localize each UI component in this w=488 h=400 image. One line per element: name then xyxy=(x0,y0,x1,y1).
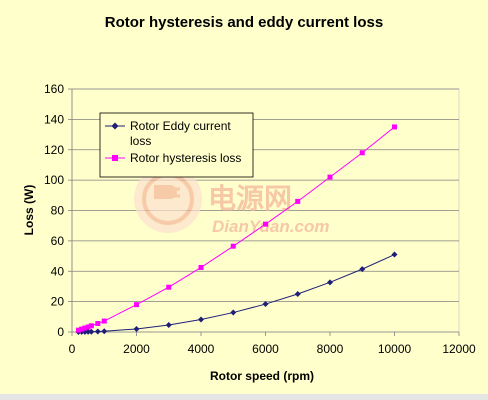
x-tick-label: 10000 xyxy=(378,342,412,356)
x-tick-label: 4000 xyxy=(188,342,215,356)
y-tick-label: 160 xyxy=(44,82,64,96)
data-point-hysteresis xyxy=(359,150,365,156)
data-point-hysteresis xyxy=(79,326,85,332)
data-point-eddy xyxy=(391,251,398,258)
y-tick-label: 0 xyxy=(57,325,64,339)
y-tick-label: 60 xyxy=(51,234,65,248)
data-point-eddy xyxy=(327,279,333,286)
y-tick-label: 120 xyxy=(44,143,64,157)
data-point-eddy xyxy=(262,301,269,308)
data-point-eddy xyxy=(294,291,301,298)
y-tick-label: 100 xyxy=(44,173,64,187)
x-tick-label: 2000 xyxy=(123,342,150,356)
data-point-hysteresis xyxy=(166,284,172,290)
data-point-hysteresis xyxy=(327,174,333,180)
data-point-hysteresis xyxy=(82,325,88,331)
grid-lines xyxy=(72,88,459,303)
data-point-eddy xyxy=(101,328,108,335)
data-point-hysteresis xyxy=(198,264,204,270)
data-point-hysteresis xyxy=(88,323,94,329)
bottom-divider xyxy=(0,394,488,400)
tick-labels: 0 20 40 60 80 100 120 140 160 0 2000 4000 6000 8000 10… xyxy=(44,82,476,356)
chart-title: Rotor hysteresis and eddy current loss xyxy=(105,14,383,31)
y-axis-label: Loss (W) xyxy=(22,185,36,236)
data-point-eddy xyxy=(359,266,366,273)
series-group xyxy=(75,124,398,335)
y-tick-label: 40 xyxy=(51,264,65,278)
y-tick-label: 80 xyxy=(51,204,65,218)
y-tick-label: 140 xyxy=(44,112,64,126)
x-tick-label: 0 xyxy=(69,342,76,356)
data-point-hysteresis xyxy=(263,221,268,227)
legend: Rotor Eddy current loss Rotor hysteresis… xyxy=(99,112,254,178)
data-point-hysteresis xyxy=(392,124,397,130)
y-tick-label: 20 xyxy=(51,295,65,309)
data-point-hysteresis xyxy=(75,327,81,333)
legend-eddy-marker xyxy=(111,122,119,130)
legend-hyst-marker xyxy=(112,155,118,161)
data-point-eddy xyxy=(88,328,95,335)
data-point-eddy xyxy=(133,325,140,332)
data-point-hysteresis xyxy=(85,324,91,330)
data-point-hysteresis xyxy=(230,243,236,249)
watermark-site-text: DianYuan.com xyxy=(212,217,329,236)
data-point-hysteresis xyxy=(295,198,301,204)
legend-box xyxy=(99,112,254,178)
data-point-eddy xyxy=(230,309,237,316)
x-tick-label: 8000 xyxy=(317,342,344,356)
data-point-hysteresis xyxy=(101,318,107,324)
x-axis-label: Rotor speed (rpm) xyxy=(210,369,314,383)
legend-hyst-label: Rotor hysteresis loss xyxy=(130,151,241,165)
legend-eddy-label: Rotor Eddy current loss xyxy=(130,119,234,148)
x-tick-label: 12000 xyxy=(442,342,476,356)
data-point-eddy xyxy=(94,328,101,335)
x-tick-label: 6000 xyxy=(252,342,279,356)
data-point-eddy xyxy=(165,322,172,329)
data-point-hysteresis xyxy=(95,320,101,326)
data-point-hysteresis xyxy=(134,302,139,308)
data-point-eddy xyxy=(198,316,204,323)
watermark-logo-text: 电源网 xyxy=(208,183,292,214)
